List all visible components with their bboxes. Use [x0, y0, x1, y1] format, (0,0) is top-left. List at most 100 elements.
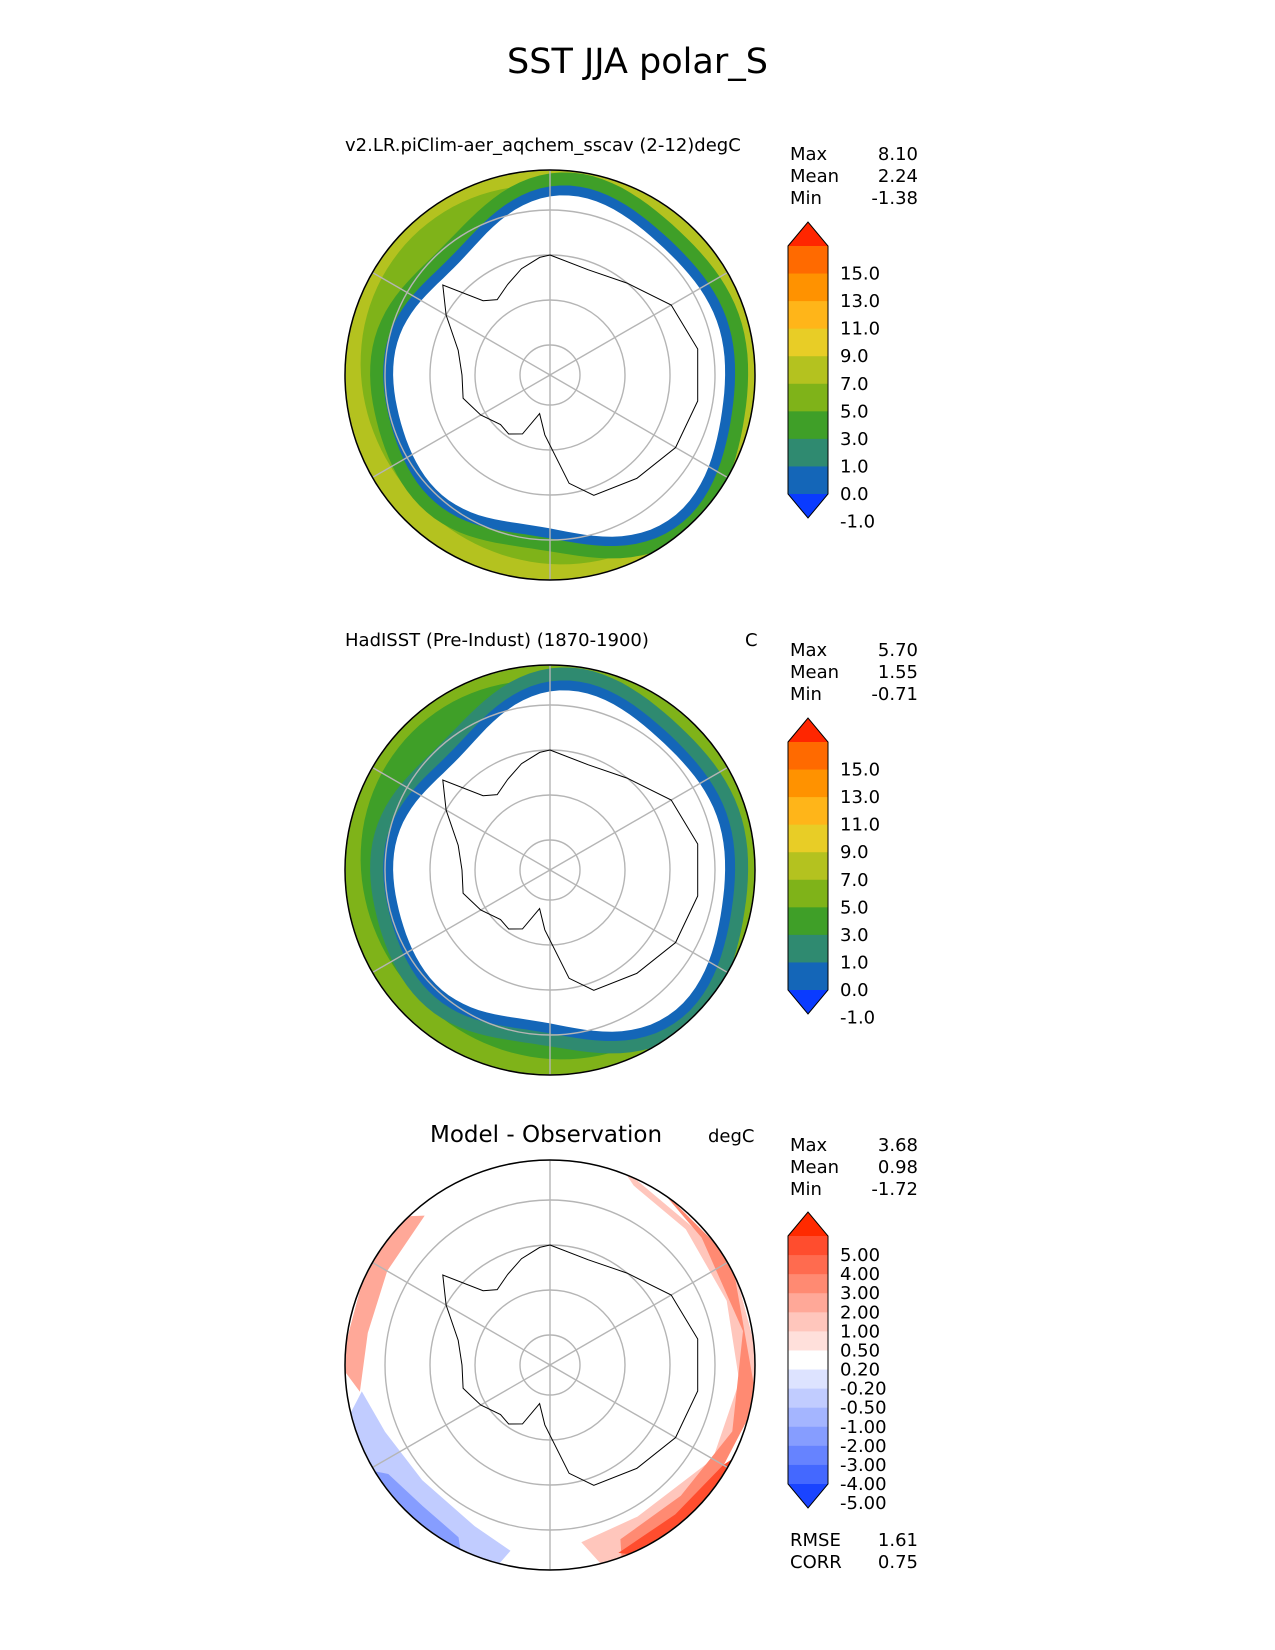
colorbar-tick-label: 5.0	[840, 401, 869, 422]
colorbar-tick-label: -1.00	[840, 1417, 887, 1438]
colorbar-tick-label: 3.00	[840, 1283, 880, 1304]
anomaly-cool-light	[347, 1391, 511, 1568]
colorbar-segment	[788, 1369, 828, 1390]
colorbar-tick-label: -3.00	[840, 1455, 887, 1476]
colorbar-tick-label: -1.0	[840, 512, 875, 533]
colorbar-segment	[788, 934, 828, 963]
colorbar-segment	[788, 246, 828, 275]
colorbar-extend-max	[788, 718, 828, 742]
stat-corr: CORR 0.75	[790, 1552, 918, 1573]
meridian-line	[372, 374, 551, 479]
colorbar-segment	[788, 1388, 828, 1409]
meridian-line	[372, 1364, 551, 1469]
stat-mean: Mean 1.55	[790, 662, 918, 683]
colorbar-segment	[788, 1445, 828, 1466]
map-boundary	[344, 1159, 756, 1571]
meridian-line	[549, 1261, 728, 1366]
stat-min: Min -1.38	[790, 188, 918, 209]
colorbar-tick-label: 2.00	[840, 1302, 880, 1323]
panel-1-title: v2.LR.piClim-aer_aqchem_sscav (2-12)degC	[345, 135, 741, 156]
stat-max: Max 3.68	[790, 1135, 918, 1156]
colorbar-segment	[788, 1464, 828, 1485]
colorbar-outline	[787, 221, 829, 519]
colorbar-tick-label: 5.00	[840, 1245, 880, 1266]
colorbar-tick-label: 0.20	[840, 1360, 880, 1381]
colorbar-tick-label: 3.0	[840, 925, 869, 946]
colorbar-segment	[788, 1407, 828, 1428]
colorbar-tick-label: -0.20	[840, 1379, 887, 1400]
colorbar-outline	[787, 1211, 829, 1509]
field-layer	[345, 1160, 755, 1570]
colorbar-segment	[788, 1236, 828, 1256]
panel-2-polar-map	[344, 664, 756, 1076]
meridian-line	[372, 766, 551, 871]
colorbar-segment	[788, 1350, 828, 1371]
colorbar-segment	[788, 466, 828, 495]
colorbar-segment	[788, 328, 828, 357]
colorbar-tick-label: 0.0	[840, 484, 869, 505]
colorbar-tick-label: 1.00	[840, 1321, 880, 1342]
colorbar-tick-label: 0.0	[840, 980, 869, 1001]
colorbar-segment	[788, 1312, 828, 1332]
colorbar-segment	[788, 383, 828, 412]
colorbar-segment	[788, 411, 828, 440]
panel-3-polar-map	[344, 1159, 756, 1571]
panel-3-footer-stats: RMSE 1.61 CORR 0.75	[790, 1530, 918, 1574]
map-boundary	[344, 664, 756, 1076]
colorbar-tick-label: 15.0	[840, 760, 880, 781]
colorbar-tick-label: 3.0	[840, 429, 869, 450]
colorbar-tick-label: 1.0	[840, 952, 869, 973]
panel-1-stats: Max 8.10 Mean 2.24 Min -1.38	[790, 144, 918, 210]
colorbar-tick-label: 15.0	[840, 264, 880, 285]
stat-min: Min -0.71	[790, 684, 918, 705]
panel-1-polar-map	[344, 169, 756, 581]
panel-2-stats: Max 5.70 Mean 1.55 Min -0.71	[790, 640, 918, 706]
meridian-line	[549, 374, 728, 479]
colorbar-segment	[788, 907, 828, 936]
panel-1-colorbar: 15.0 13.0 11.0 9.0 7.0 5.0 3.0 1.0 0.0 -1.0	[787, 221, 880, 533]
panel-3-title: Model - Observation	[430, 1122, 663, 1148]
stat-min: Min -1.72	[790, 1179, 918, 1200]
colorbar-segment	[788, 769, 828, 798]
colorbar-tick-label: -5.00	[840, 1493, 887, 1514]
colorbar-tick-label: 7.0	[840, 374, 869, 395]
panel-2-title: HadISST (Pre-Indust) (1870-1900)	[345, 630, 649, 651]
colorbar-segment	[788, 438, 828, 467]
colorbar-segment	[788, 356, 828, 385]
colorbar-segment	[788, 1293, 828, 1313]
colorbar-extend-max	[788, 222, 828, 246]
colorbar-segment	[788, 1274, 828, 1294]
colorbar-segment	[788, 852, 828, 881]
colorbar-segment	[788, 1331, 828, 1351]
meridian-line	[549, 1364, 728, 1469]
colorbar-tick-label: -2.00	[840, 1436, 887, 1457]
colorbar-segment	[788, 797, 828, 826]
map-boundary	[344, 169, 756, 581]
colorbar-tick-label: 13.0	[840, 291, 880, 312]
colorbar-extend-min	[788, 1484, 828, 1508]
meridian-line	[372, 869, 551, 974]
colorbar-tick-label: 4.00	[840, 1264, 880, 1285]
colorbar-tick-label: 0.50	[840, 1340, 880, 1361]
anomaly-warm-strong	[618, 1453, 741, 1556]
colorbar-tick-label: 11.0	[840, 319, 880, 340]
meridian-line	[549, 869, 728, 974]
colorbar-extend-min	[788, 494, 828, 518]
colorbar-segment	[788, 1426, 828, 1447]
antarctica-coastline	[442, 254, 699, 496]
stat-rmse: RMSE 1.61	[790, 1530, 918, 1551]
colorbar-segment	[788, 879, 828, 908]
colorbar-tick-label: -4.00	[840, 1474, 887, 1495]
colorbar-tick-label: 7.0	[840, 870, 869, 891]
antarctica-coastline	[442, 749, 699, 991]
colorbar-tick-label: -0.50	[840, 1398, 887, 1419]
figure-title: SST JJA polar_S	[507, 42, 768, 82]
panel-3-stats: Max 3.68 Mean 0.98 Min -1.72	[790, 1135, 918, 1201]
antarctica-coastline	[442, 1244, 699, 1486]
colorbar-tick-label: 9.0	[840, 842, 869, 863]
colorbar-segment	[788, 824, 828, 853]
panel-2-colorbar: 15.0 13.0 11.0 9.0 7.0 5.0 3.0 1.0 0.0 -1.0	[787, 717, 880, 1029]
colorbar-outline	[787, 717, 829, 1015]
stat-mean: Mean 2.24	[790, 166, 918, 187]
panel-3-units: degC	[708, 1126, 755, 1147]
